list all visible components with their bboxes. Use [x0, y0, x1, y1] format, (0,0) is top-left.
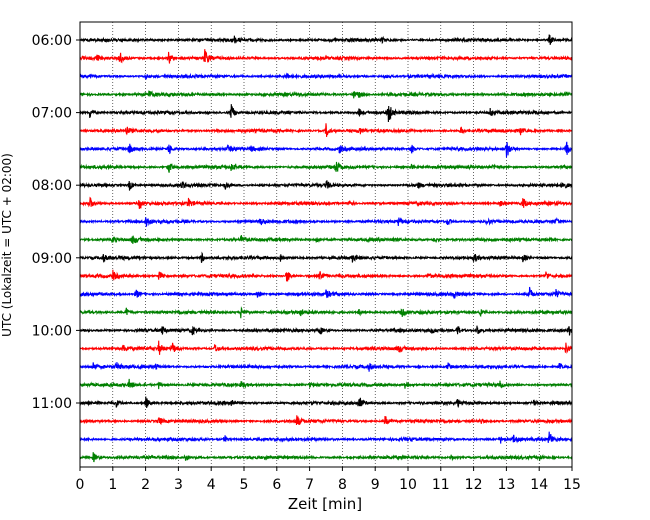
- trace-row-0600: [79, 34, 573, 45]
- x-tick-label: 3: [174, 477, 183, 493]
- trace-row-1045: [79, 378, 573, 390]
- trace-row-1145: [79, 452, 573, 463]
- x-tick-label: 6: [272, 477, 281, 493]
- x-tick-label: 4: [207, 477, 216, 493]
- x-tick-label: 2: [141, 477, 150, 493]
- trace-row-1000: [79, 325, 573, 336]
- y-tick-label: 06:00: [32, 33, 72, 49]
- y-tick-label: 07:00: [32, 106, 72, 122]
- trace-row-0630: [79, 72, 573, 81]
- trace-row-1115: [79, 415, 573, 426]
- x-tick-label: 13: [497, 477, 515, 493]
- x-axis-ticks: 0 1 2 3 4 5 6 7 8 9 10 11 12 13 14 15: [76, 467, 581, 493]
- trace-row-0930: [79, 286, 573, 299]
- trace-row-0900: [79, 251, 573, 263]
- y-axis-ticks: 06:00 07:00 08:00 09:00 10:00 11:00: [32, 33, 80, 412]
- trace-row-0730: [79, 141, 573, 158]
- trace-row-0715: [79, 123, 573, 138]
- seismic-traces: [79, 34, 573, 463]
- x-tick-label: 1: [108, 477, 117, 493]
- y-tick-label: 10:00: [32, 323, 72, 339]
- y-tick-label: 09:00: [32, 251, 72, 267]
- trace-row-0800: [79, 180, 573, 191]
- trace-row-0945: [79, 306, 573, 319]
- x-axis-label: Zeit [min]: [288, 495, 362, 513]
- x-tick-label: 15: [563, 477, 581, 493]
- trace-row-0700: [79, 104, 573, 123]
- trace-row-0615: [79, 49, 573, 64]
- x-tick-label: 0: [76, 477, 85, 493]
- trace-row-0815: [79, 196, 573, 209]
- trace-row-1030: [79, 362, 573, 372]
- x-tick-label: 11: [432, 477, 450, 493]
- plot-frame: [79, 21, 573, 468]
- x-tick-label: 10: [399, 477, 417, 493]
- x-tick-label: 7: [305, 477, 314, 493]
- y-tick-label: 08:00: [32, 178, 72, 194]
- x-tick-label: 5: [240, 477, 249, 493]
- trace-row-0845: [79, 234, 573, 244]
- x-tick-label: 12: [465, 477, 483, 493]
- trace-row-1130: [79, 431, 573, 444]
- vertical-grid: [112, 22, 540, 467]
- trace-row-0830: [79, 217, 573, 227]
- trace-row-0745: [79, 161, 573, 173]
- x-tick-label: 9: [371, 477, 380, 493]
- trace-row-1015: [79, 340, 573, 355]
- trace-row-1100: [79, 396, 573, 409]
- x-tick-label: 8: [338, 477, 347, 493]
- x-tick-label: 14: [530, 477, 548, 493]
- trace-row-0645: [79, 90, 573, 99]
- y-axis-label: UTC (Lokalzeit = UTC + 02:00): [0, 153, 14, 337]
- trace-row-0915: [79, 269, 573, 282]
- y-tick-label: 11:00: [32, 396, 72, 412]
